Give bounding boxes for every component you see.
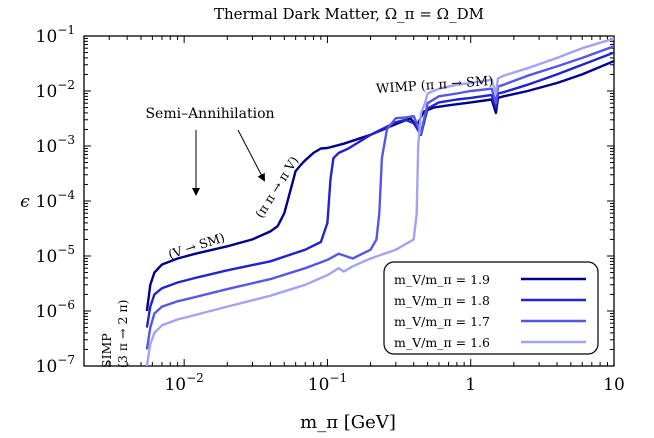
y-tick-labels: 10−710−610−510−410−310−210−1	[36, 23, 76, 377]
y-tick-label-base: 10	[36, 302, 58, 322]
y-tick-label-exp: −4	[57, 188, 75, 202]
x-tick-label-base: 10	[603, 375, 625, 395]
y-tick-label: 10−1	[36, 23, 75, 47]
legend-label-3: m_V/m_π = 1.7	[394, 314, 490, 329]
annotation-simp: SIMP (3 π → 2 π)	[99, 300, 130, 368]
y-tick-label-base: 10	[36, 27, 58, 47]
y-tick-label: 10−3	[36, 133, 75, 157]
y-tick-label-exp: −2	[57, 78, 75, 92]
x-tick-label-base: 10	[164, 375, 186, 395]
y-tick-label-exp: −3	[57, 133, 75, 147]
annotation-v-sm: (V → SM)	[166, 229, 226, 261]
series-lines	[145, 37, 614, 366]
x-tick-label: 1	[465, 375, 476, 395]
y-tick-label-exp: −7	[57, 353, 75, 367]
annotation-simp-line2: (3 π → 2 π)	[115, 300, 130, 368]
annotation-wimp: WIMP (π π → SM)	[376, 74, 494, 97]
x-tick-label: 10	[603, 375, 625, 395]
y-tick-label-exp: −6	[57, 298, 75, 312]
x-axis-label: m_π [GeV]	[300, 412, 396, 433]
x-tick-labels: 10−2 10−1 1 10	[164, 371, 624, 395]
y-axis-label: ϵ	[20, 192, 30, 212]
x-tick-label-exp: −1	[329, 371, 347, 385]
x-tick-label: 10−2	[164, 371, 203, 395]
legend-label-1: m_V/m_π = 1.9	[394, 272, 490, 287]
arrow-semi-right	[237, 129, 265, 182]
annotation-pipi-piv: (π π → π V)	[252, 153, 302, 220]
x-tick-label-exp: −2	[186, 371, 204, 385]
legend-label-4: m_V/m_π = 1.6	[394, 335, 490, 350]
x-tick-label: 10−1	[308, 371, 347, 395]
x-tick-label-base: 10	[308, 375, 330, 395]
y-tick-label-base: 10	[36, 192, 58, 212]
y-tick-label-exp: −1	[57, 23, 75, 37]
y-tick-label-base: 10	[36, 247, 58, 267]
y-tick-label: 10−7	[36, 353, 75, 377]
chart-title: Thermal Dark Matter, Ω_π = Ω_DM	[214, 5, 484, 23]
series-line-4	[145, 37, 614, 366]
y-tick-label: 10−2	[36, 78, 75, 102]
y-tick-label-base: 10	[36, 137, 58, 157]
x-tick-label-base: 1	[465, 375, 476, 395]
y-tick-label-exp: −5	[57, 243, 75, 257]
y-tick-label-base: 10	[36, 357, 58, 377]
legend: m_V/m_π = 1.9 m_V/m_π = 1.8 m_V/m_π = 1.7 m…	[383, 261, 599, 355]
axis-ticks	[83, 35, 615, 367]
y-tick-label: 10−5	[36, 243, 75, 267]
y-tick-label: 10−6	[36, 298, 75, 322]
legend-label-2: m_V/m_π = 1.8	[394, 293, 490, 308]
legend-box	[383, 261, 599, 355]
y-tick-label-base: 10	[36, 82, 58, 102]
annotation-semi: Semi–Annihilation	[145, 106, 274, 122]
y-tick-label: 10−4	[36, 188, 76, 212]
annotation-simp-line1: SIMP	[99, 333, 114, 368]
